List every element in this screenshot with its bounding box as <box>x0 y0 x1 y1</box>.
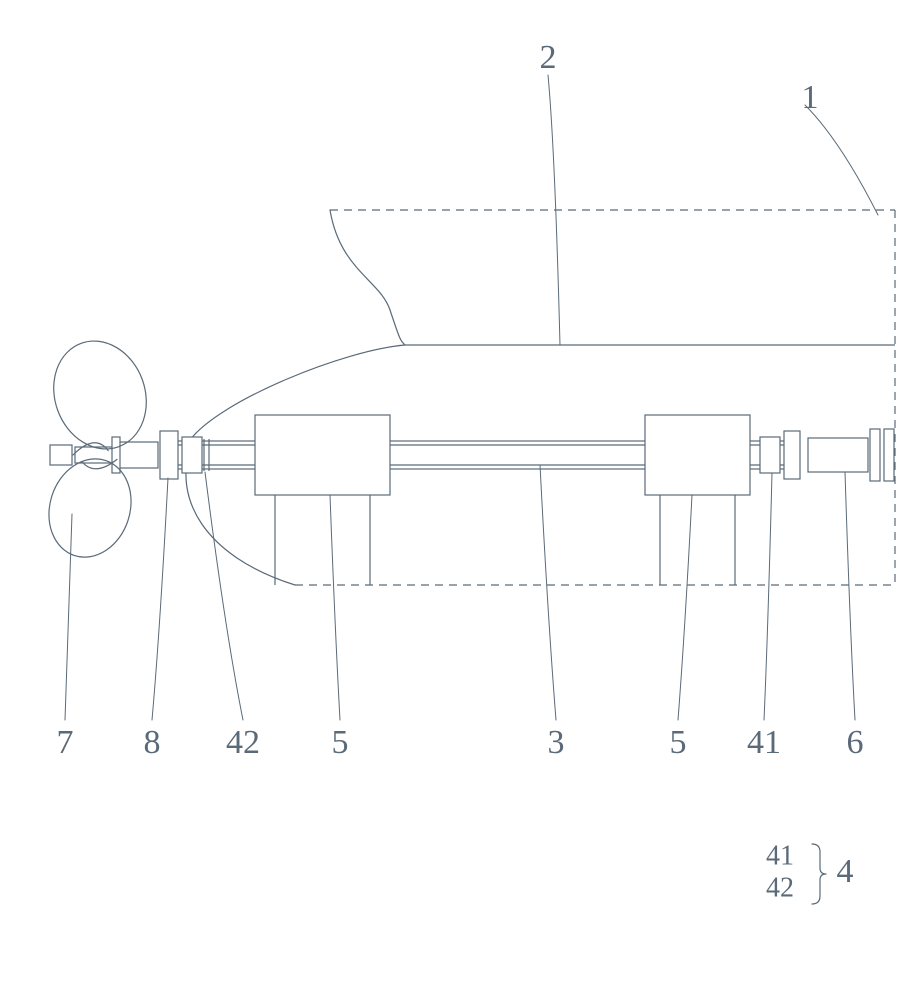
fwd-seal-inner <box>760 437 780 473</box>
legend-sub-label: 41 <box>766 840 794 871</box>
leader-line <box>152 478 168 720</box>
input-shaft <box>808 438 868 472</box>
callout-label: 3 <box>548 724 565 761</box>
leader-line <box>330 495 340 720</box>
callout-label: 6 <box>847 724 864 761</box>
bearing-block <box>255 415 390 495</box>
fwd-seal-outer <box>784 431 800 479</box>
stern-seal-inner <box>182 437 202 473</box>
callout-label: 42 <box>226 724 260 761</box>
propeller-blade <box>37 448 144 568</box>
leader-line <box>805 105 878 215</box>
bearing-block <box>645 415 750 495</box>
callout-label: 2 <box>540 39 557 76</box>
callout-label: 41 <box>747 724 781 761</box>
leader-line <box>65 514 72 720</box>
callout-label: 5 <box>332 724 349 761</box>
prop-nut <box>50 445 72 465</box>
coupling-flange <box>884 429 894 481</box>
stern-seal-outer <box>160 431 178 479</box>
leader-line <box>205 472 243 720</box>
leader-line <box>764 473 772 720</box>
callout-label: 1 <box>802 79 819 116</box>
callout-label: 7 <box>57 724 74 761</box>
legend-sub-label: 42 <box>766 872 794 903</box>
legend-brace <box>812 844 826 904</box>
callout-label: 5 <box>670 724 687 761</box>
leader-line <box>678 495 692 720</box>
leader-line <box>540 465 556 720</box>
callout-label: 8 <box>144 724 161 761</box>
coupling-flange <box>870 429 880 481</box>
leader-line <box>845 472 855 720</box>
legend-group-label: 4 <box>837 853 854 890</box>
